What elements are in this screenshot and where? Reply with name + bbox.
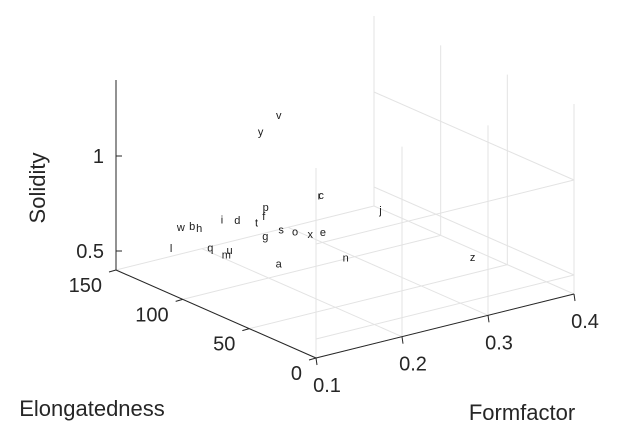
x-tick-mark [242,328,250,332]
data-point-p: p [263,202,269,214]
y-tick-mark [573,293,576,302]
x-axis-line [115,269,317,359]
data-point-d: d [234,215,240,227]
data-point-h: h [196,223,202,235]
data-point-layer: w b h i d tfp l qmu gs o x e a n rc j z vy [170,110,475,270]
x-tick-label: 150 [69,275,102,297]
x-tick-label: 50 [213,334,235,356]
floor-gridline-y [201,248,403,338]
data-point-e: e [320,227,326,239]
x-tick-mark [308,357,317,361]
back-wall-gridline-z [315,179,575,245]
data-point-i: i [221,214,223,226]
data-point-u: u [226,245,232,257]
data-point-m: m [222,249,231,261]
floor-gridline-y [373,205,575,295]
x-tick-label: 100 [135,304,168,326]
y-axis-line [315,293,575,359]
tick-label-layer: 0 50 100 150 0.1 0.2 0.3 0.4 0.5 1 [69,146,599,397]
y-tick-label: 0.3 [485,332,513,354]
data-point-f: f [262,211,266,223]
side-wall-gridline-z [373,91,575,181]
data-point-t: t [255,218,258,230]
y-tick-label: 0.2 [399,354,427,376]
z-axis-label: Solidity [25,153,50,224]
data-point-b: b [189,221,195,233]
data-point-o: o [292,227,298,239]
data-point-g: g [262,231,268,243]
x-tick-mark [175,298,183,302]
floor-gridline-x [249,264,508,330]
data-point-n: n [343,253,349,265]
data-point-v: v [276,110,282,122]
floor-gridline-y [287,226,489,316]
data-point-a: a [276,258,283,270]
x-axis-label: Elongatedness [19,396,165,421]
y-tick-label: 0.1 [313,375,341,397]
y-tick-mark [487,315,490,323]
data-point-y: y [258,126,264,138]
data-point-w: w [176,222,185,234]
data-point-c: c [318,190,324,202]
data-point-j: j [378,205,381,217]
y-tick-label: 0.4 [571,311,599,333]
data-point-l: l [170,243,172,255]
data-point-q: q [207,242,213,254]
data-point-z: z [470,252,476,264]
side-wall-gridline-z [373,186,575,276]
floor-gridline-x [182,234,441,300]
data-point-x: x [308,229,314,241]
y-tick-mark [315,357,318,366]
y-axis-label: Formfactor [469,400,575,425]
floor-gridline-x [115,205,375,271]
data-point-r: r [318,191,322,203]
axis-layer [108,80,576,366]
data-point-s: s [278,224,284,236]
z-tick-label: 0.5 [76,241,104,263]
grid-layer [115,16,575,359]
x-tick-mark [108,269,117,273]
x-tick-label: 0 [291,363,302,385]
y-tick-mark [401,336,404,344]
back-wall-gridline-z [315,274,575,340]
z-tick-label: 1 [93,146,104,168]
